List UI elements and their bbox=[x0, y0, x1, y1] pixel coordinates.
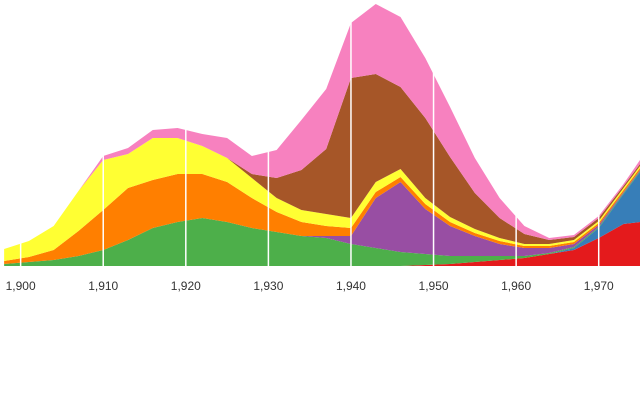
area bbox=[4, 170, 640, 264]
x-tick-label: 1,950 bbox=[419, 279, 449, 293]
x-tick-label: 1,910 bbox=[88, 279, 118, 293]
area bbox=[4, 138, 640, 261]
x-tick-label: 1,970 bbox=[584, 279, 614, 293]
x-tick-label: 1,900 bbox=[6, 279, 36, 293]
x-tick-label: 1,920 bbox=[171, 279, 201, 293]
x-tick-label: 1,930 bbox=[253, 279, 283, 293]
area bbox=[4, 171, 640, 266]
x-tick-label: 1,960 bbox=[501, 279, 531, 293]
area bbox=[4, 4, 640, 249]
area bbox=[4, 74, 640, 249]
x-tick-label: 1,940 bbox=[336, 279, 366, 293]
area bbox=[4, 168, 640, 264]
area bbox=[4, 222, 640, 266]
